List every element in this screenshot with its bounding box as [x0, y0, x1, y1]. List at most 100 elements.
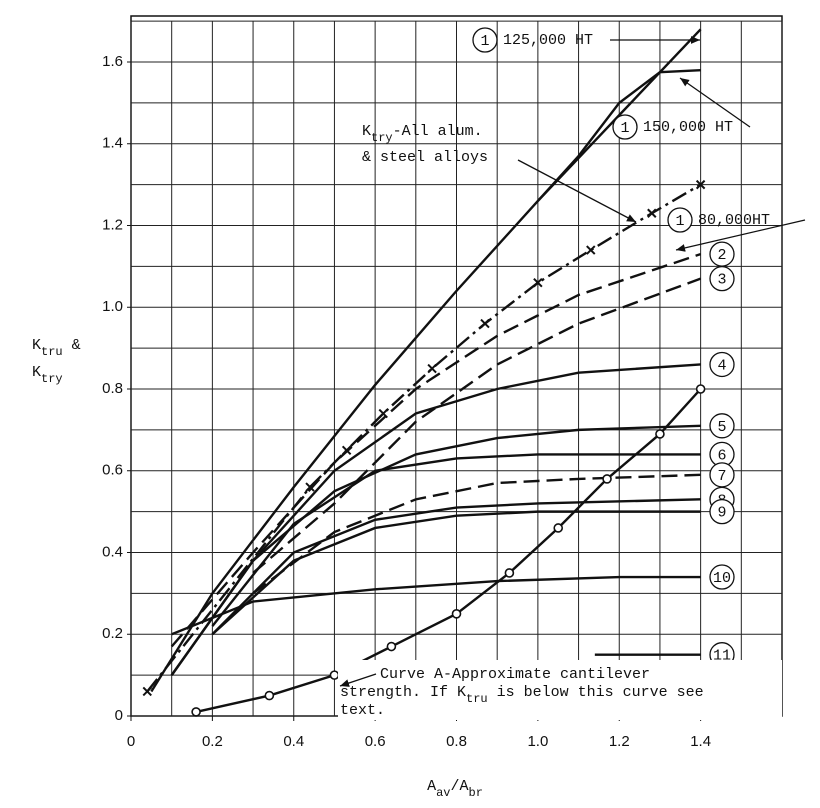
label-circle: [709, 413, 735, 439]
curve-label: 2: [717, 247, 726, 264]
curve-label: 1: [620, 120, 629, 137]
circle-marker: [504, 568, 515, 578]
curve-label: 10: [713, 570, 731, 587]
y-tick-label: 1.6: [102, 53, 123, 70]
subscript: try: [371, 131, 393, 145]
circle-marker: [191, 707, 201, 717]
x-marker: [533, 278, 543, 288]
y-tick-label: 0.2: [102, 625, 123, 642]
label-circle: [667, 207, 693, 233]
circle-marker: [264, 690, 275, 701]
subscript: br: [469, 786, 483, 800]
curve: [150, 28, 702, 693]
label-circle: [709, 265, 735, 292]
y-tick-label: 1.0: [102, 298, 123, 315]
text-part: K: [362, 123, 371, 140]
circle-marker: [329, 670, 340, 680]
curve: [211, 498, 701, 636]
y-tick-label: 0: [115, 707, 123, 724]
y-axis-label: Ktru &: [32, 337, 81, 359]
y-axis-label: Ktry: [32, 364, 63, 386]
curve: [252, 277, 702, 574]
text-part: strength. If K: [340, 684, 466, 701]
curve-label: 7: [717, 468, 726, 485]
x-marker: [480, 318, 490, 329]
label-circle: [709, 498, 735, 525]
curve-label: 1: [480, 33, 489, 50]
text-part: /A: [451, 778, 469, 795]
annotation-bg: [338, 660, 782, 720]
annotation-arrow: [517, 159, 637, 223]
curve: [536, 68, 701, 202]
x-tick-label: 1.0: [527, 733, 548, 750]
label-arrow: [675, 219, 806, 252]
x-tick-label: 0: [127, 733, 135, 750]
curve: [170, 424, 701, 676]
subscript: try: [41, 372, 63, 386]
x-tick-label: 1.4: [690, 733, 711, 750]
circle-marker: [602, 474, 612, 484]
subscript: tru: [466, 692, 488, 706]
curve-name: 80,000HT: [698, 212, 770, 229]
circle-marker: [655, 429, 665, 439]
text-part: & steel alloys: [362, 149, 488, 166]
curve: [211, 453, 701, 627]
curve: [195, 388, 702, 714]
x-tick-label: 1.2: [609, 733, 630, 750]
curve-label: 9: [717, 505, 726, 522]
x-marker: [695, 179, 706, 190]
annotation: Ktry-All alum.: [362, 123, 483, 145]
x-marker: [142, 686, 152, 697]
text-part: Curve A-Approximate cantilever: [380, 666, 650, 683]
text-part: text.: [340, 702, 385, 719]
curve-name: 125,000 HT: [503, 32, 593, 49]
curve-label: 3: [717, 272, 726, 289]
text-part: A: [427, 778, 436, 795]
y-tick-label: 1.4: [102, 135, 123, 152]
annotation-arrow: [339, 673, 377, 687]
circle-marker: [695, 384, 706, 394]
curve-name: 150,000 HT: [643, 119, 733, 136]
curve: [146, 183, 702, 693]
x-tick-label: 0.4: [283, 733, 304, 750]
y-tick-label: 0.8: [102, 380, 123, 397]
x-marker: [586, 245, 596, 255]
curve-label: 6: [717, 447, 726, 464]
y-tick-label: 1.2: [102, 216, 123, 233]
x-tick-label: 0.8: [446, 733, 467, 750]
curve: [211, 510, 701, 636]
curve: [170, 252, 702, 648]
annotation: & steel alloys: [362, 149, 488, 166]
x-tick-label: 0.2: [202, 733, 223, 750]
circle-marker: [386, 641, 397, 652]
subscript: tru: [41, 345, 63, 359]
annotation: strength. If Ktru is below this curve se…: [340, 684, 704, 706]
x-marker: [647, 208, 657, 218]
curve: [252, 473, 701, 595]
label-circle: [709, 351, 735, 378]
circle-marker: [553, 523, 564, 533]
text-part: K: [32, 337, 41, 354]
text-part: &: [63, 337, 81, 354]
subscript: av: [436, 786, 450, 800]
x-axis-label: Aav/Abr: [427, 778, 483, 800]
x-marker: [305, 482, 315, 492]
curve-label: 4: [717, 357, 726, 374]
text-part: K: [32, 364, 41, 381]
x-marker: [427, 363, 437, 374]
curve-label: 5: [717, 419, 726, 436]
annotation: Curve A-Approximate cantilever: [380, 666, 650, 683]
label-arrow: [679, 77, 751, 128]
circle-marker: [451, 609, 462, 619]
y-tick-label: 0.6: [102, 462, 123, 479]
y-tick-label: 0.4: [102, 543, 123, 560]
x-tick-label: 0.6: [365, 733, 386, 750]
label-circle: [709, 564, 735, 590]
curve-label: 1: [675, 213, 684, 230]
text-part: -All alum.: [393, 123, 483, 140]
annotation: text.: [340, 702, 385, 719]
curve: [171, 575, 701, 636]
label-circle: [472, 27, 498, 53]
text-part: is below this curve see: [488, 684, 704, 701]
